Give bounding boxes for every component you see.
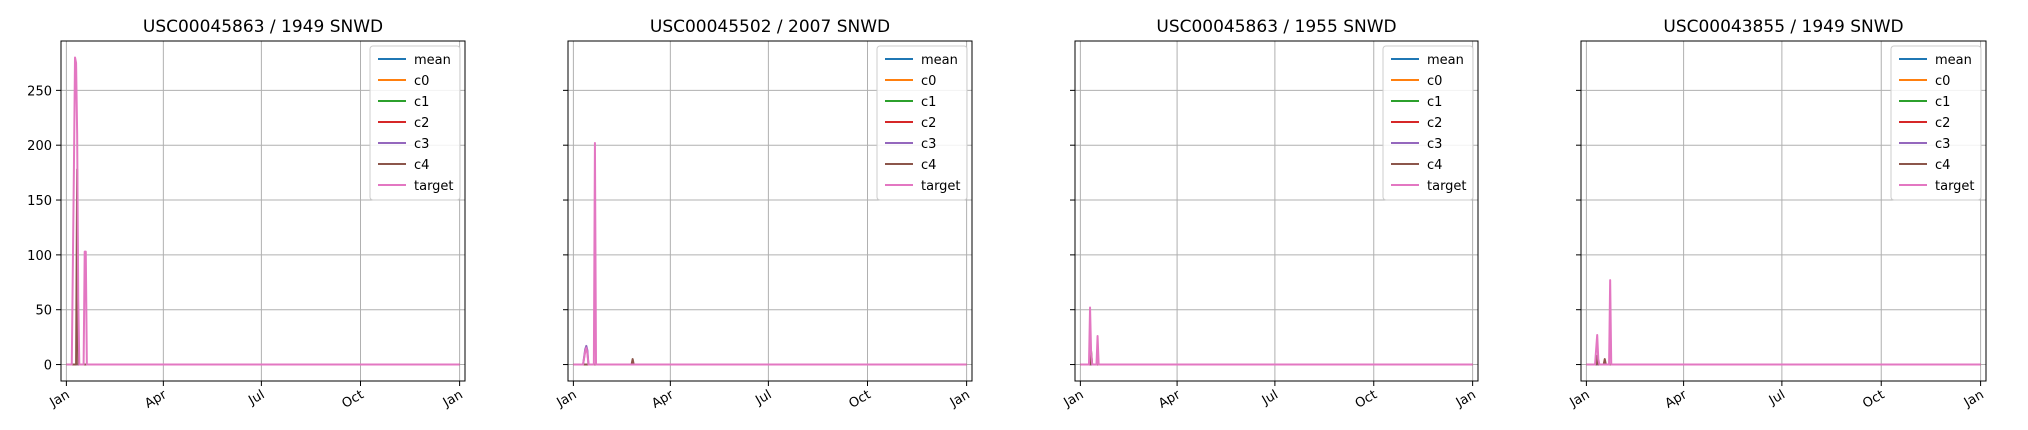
x-tick-label: Oct	[340, 387, 367, 411]
legend-label: c2	[414, 116, 429, 131]
y-tick-label: 250	[27, 84, 52, 99]
y-tick-label: 200	[27, 139, 52, 154]
legend-label: c3	[1427, 137, 1442, 152]
legend-label: c2	[921, 116, 936, 131]
legend-label: mean	[1935, 53, 1972, 68]
x-tick-label: Jan	[1961, 387, 1987, 411]
legend-box	[1890, 45, 1982, 201]
legend-label: target	[921, 179, 961, 194]
series-line-c4	[1080, 350, 1473, 366]
legend: mean c0 c1 c2 c3 c4 target	[876, 45, 968, 201]
legend-label: mean	[1427, 53, 1464, 68]
legend-label: c1	[1427, 95, 1442, 110]
legend-label: c2	[1427, 116, 1442, 131]
x-tick-label: Apr	[1156, 387, 1184, 412]
y-tick-label: 0	[44, 359, 52, 374]
x-tick-label: Jan	[554, 387, 580, 411]
x-tick-label: Oct	[1860, 387, 1887, 411]
series-line-target	[1586, 279, 1981, 366]
legend-label: c2	[1935, 116, 1950, 131]
legend-box	[369, 45, 461, 201]
legend-label: c4	[1427, 158, 1442, 173]
y-tick-label: 100	[27, 249, 52, 264]
chart-panel-1: USC00045863 / 1949 SNWD 0 50 100 150 200 250 Ja…	[27, 17, 465, 412]
y-tick-label: 50	[35, 304, 52, 319]
legend-label: c4	[414, 158, 429, 173]
legend-label: c3	[1935, 137, 1950, 152]
legend: mean c0 c1 c2 c3 c4 target	[369, 45, 461, 201]
series-line-target	[573, 142, 967, 366]
legend-box	[1382, 45, 1474, 201]
axes-frame	[567, 40, 973, 382]
axes-frame	[1074, 40, 1479, 382]
legend-label: target	[1427, 179, 1467, 194]
x-tick-label: Jul	[1766, 387, 1788, 408]
x-tick-label: Jan	[1061, 387, 1087, 411]
legend-label: c4	[1935, 158, 1950, 173]
series-line-target	[1080, 306, 1473, 366]
chart-title: USC00045502 / 2007 SNWD	[650, 17, 890, 37]
legend-label: c0	[921, 74, 936, 89]
axes-frame	[60, 40, 466, 382]
x-tick-label: Jan	[1453, 387, 1479, 411]
legend-label: c0	[1935, 74, 1950, 89]
chart-panel-2: USC00045502 / 2007 SNWD Jan Apr Jul Oct Jan me…	[554, 17, 973, 412]
legend-label: c3	[921, 137, 936, 152]
chart-title: USC00045863 / 1955 SNWD	[1156, 17, 1396, 37]
legend-label: target	[1935, 179, 1975, 194]
x-tick-label: Oct	[1353, 387, 1380, 411]
x-tick-label: Oct	[847, 387, 874, 411]
x-tick-label: Jul	[1259, 387, 1281, 408]
chart-panel-4: USC00043855 / 1949 SNWD Jan Apr Jul Oct Jan me…	[1567, 17, 1987, 412]
x-tick-label: Jan	[947, 387, 973, 411]
chart-panel-3: USC00045863 / 1955 SNWD Jan Apr Jul Oct Jan me…	[1061, 17, 1479, 412]
x-tick-label: Apr	[1663, 387, 1691, 412]
legend-label: c4	[921, 158, 936, 173]
legend-label: mean	[414, 53, 451, 68]
chart-title: USC00043855 / 1949 SNWD	[1663, 17, 1903, 37]
x-tick-label: Jul	[752, 387, 774, 408]
series-line-target	[66, 56, 460, 366]
chart-title: USC00045863 / 1949 SNWD	[143, 17, 383, 37]
legend-label: mean	[921, 53, 958, 68]
legend: mean c0 c1 c2 c3 c4 target	[1890, 45, 1982, 201]
x-tick-label: Apr	[649, 387, 677, 412]
legend-label: c1	[1935, 95, 1950, 110]
legend-label: c1	[921, 95, 936, 110]
legend-label: c0	[414, 74, 429, 89]
x-tick-label: Jan	[47, 387, 73, 411]
x-tick-label: Jul	[245, 387, 267, 408]
series-line-c4	[1586, 354, 1981, 366]
y-tick-label: 150	[27, 194, 52, 209]
x-tick-label: Jan	[1567, 387, 1593, 411]
legend-label: c0	[1427, 74, 1442, 89]
legend: mean c0 c1 c2 c3 c4 target	[1382, 45, 1474, 201]
legend-box	[876, 45, 968, 201]
x-tick-label: Jan	[440, 387, 466, 411]
axes-frame	[1580, 40, 1987, 382]
legend-label: target	[414, 179, 454, 194]
legend-label: c3	[414, 137, 429, 152]
legend-label: c1	[414, 95, 429, 110]
x-tick-label: Apr	[142, 387, 170, 412]
